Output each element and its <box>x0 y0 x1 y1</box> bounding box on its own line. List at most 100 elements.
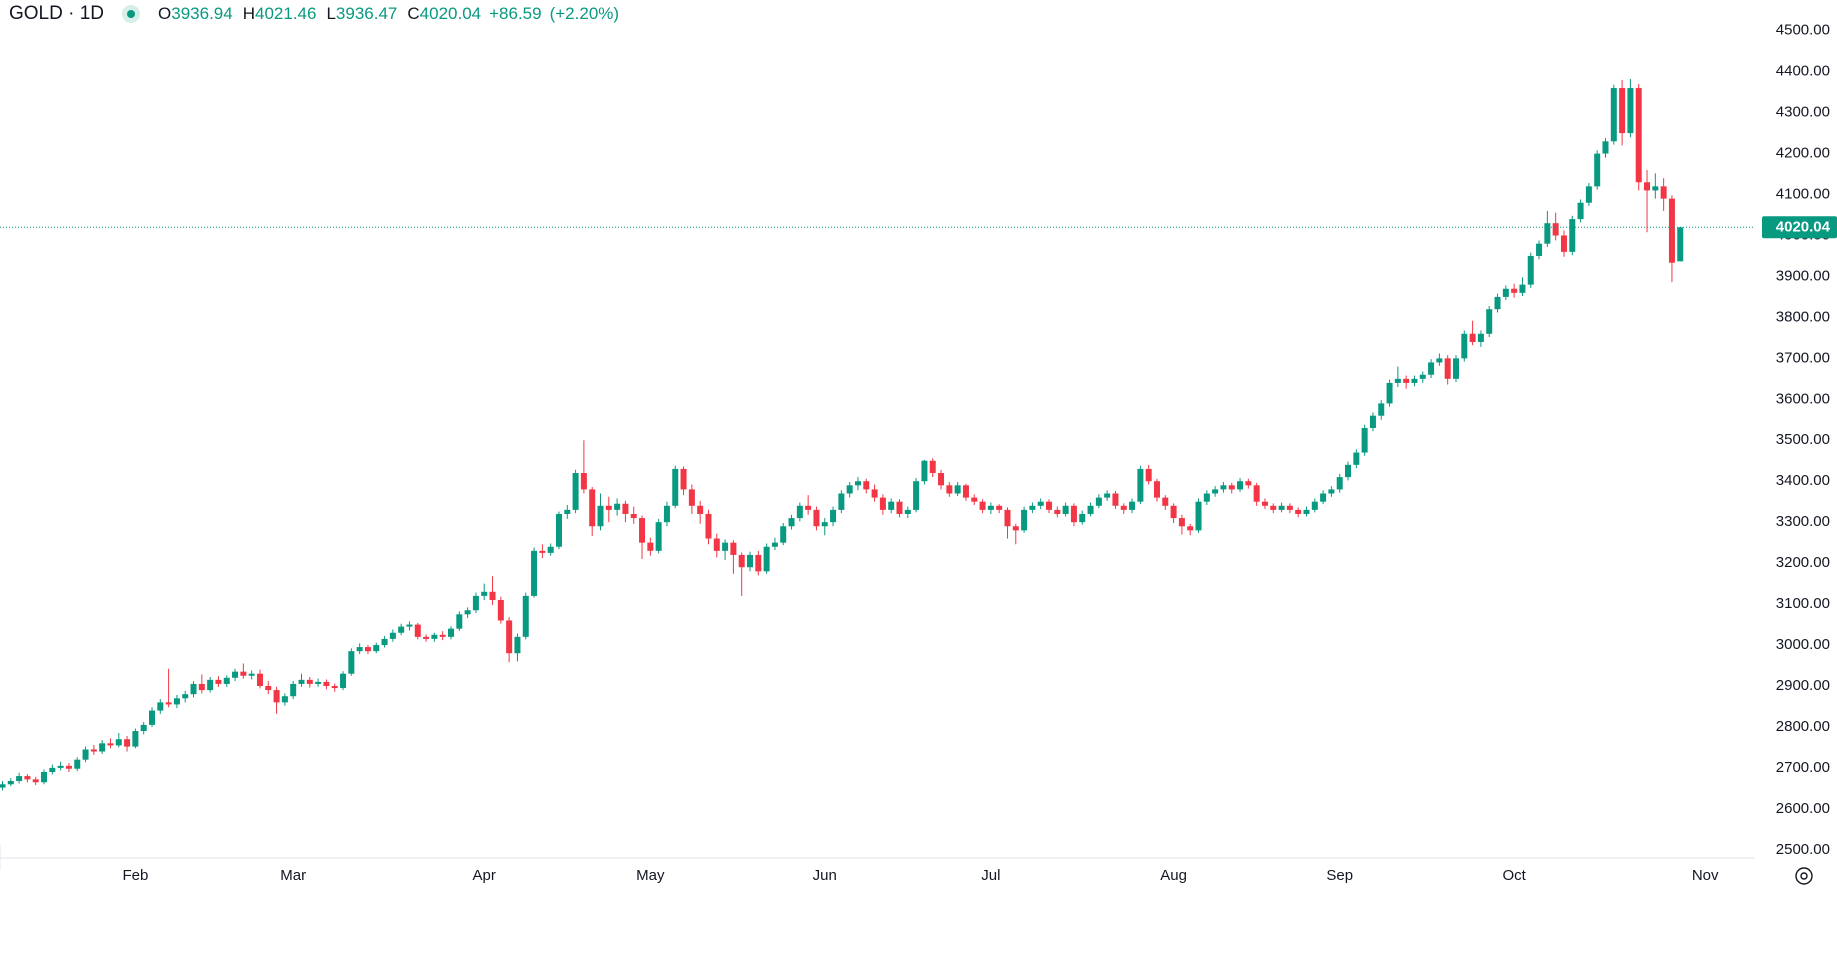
y-tick-label: 2500.00 <box>1776 841 1830 858</box>
candle-body <box>1037 501 1044 506</box>
candle-body <box>323 681 330 686</box>
close-label: C <box>407 4 420 23</box>
candle-body <box>680 468 687 490</box>
candle-body <box>414 624 421 637</box>
y-tick-label: 3200.00 <box>1776 554 1830 571</box>
y-tick-label: 3600.00 <box>1776 390 1830 407</box>
settings-icon[interactable] <box>1795 867 1813 885</box>
x-tick-label: Aug <box>1160 867 1187 884</box>
candle-body <box>888 501 895 510</box>
y-tick-label: 3000.00 <box>1776 636 1830 653</box>
candle-body <box>506 620 513 654</box>
candle-body <box>688 489 695 506</box>
y-tick-label: 4400.00 <box>1776 63 1830 80</box>
candle-body <box>747 554 754 568</box>
candle-body <box>946 485 953 494</box>
candle-body <box>572 473 579 510</box>
y-tick-label: 2600.00 <box>1776 800 1830 817</box>
candle-body <box>1295 509 1302 514</box>
candle-body <box>74 759 81 769</box>
candle-body <box>1544 223 1551 244</box>
x-tick-label: Apr <box>473 867 496 884</box>
candle-body <box>722 542 729 551</box>
candle-body <box>1153 481 1160 498</box>
candle-body <box>7 781 14 785</box>
candle-body <box>1527 255 1534 285</box>
candle-body <box>99 743 106 752</box>
low-value: 3936.47 <box>335 4 398 23</box>
candle-body <box>763 546 770 572</box>
candle-body <box>381 638 388 646</box>
candle-body <box>1336 477 1343 490</box>
candle-body <box>796 505 803 519</box>
candle-body <box>1261 501 1268 506</box>
candle-body <box>1627 88 1634 134</box>
candle-body <box>41 771 48 783</box>
candle-body <box>780 526 787 543</box>
candle-body <box>1411 378 1418 383</box>
candle-body <box>788 518 795 527</box>
candle-body <box>1594 153 1601 187</box>
candle-body <box>987 505 994 510</box>
candle-body <box>481 591 488 596</box>
candle-body <box>813 509 820 527</box>
candle-body <box>389 632 396 639</box>
candle-body <box>605 505 612 510</box>
candle-body <box>531 550 538 596</box>
candle-body <box>364 647 371 652</box>
candle-body <box>838 493 845 510</box>
candle-body <box>115 739 122 746</box>
candle-body <box>1403 378 1410 383</box>
candle-body <box>1178 518 1185 527</box>
candle-body <box>1345 464 1352 478</box>
change-value: +86.59 <box>489 4 542 23</box>
candle-body <box>472 595 479 611</box>
settings-gear-center[interactable] <box>1800 872 1808 880</box>
candle-body <box>614 503 621 510</box>
candle-body <box>821 522 828 527</box>
candle-body <box>879 497 886 510</box>
candle-body <box>165 702 172 705</box>
candle-body <box>1486 309 1493 334</box>
candle-body <box>1228 485 1235 490</box>
x-tick-label: Oct <box>1502 867 1526 884</box>
candle-body <box>298 679 305 684</box>
candle-body <box>996 505 1003 510</box>
candle-body <box>1436 358 1443 363</box>
candle-body <box>1104 493 1111 498</box>
candle-body <box>1444 358 1451 379</box>
candle-body <box>1461 333 1468 359</box>
change-percent: (+2.20%) <box>549 4 620 23</box>
candle-body <box>580 473 587 490</box>
candle-body <box>1054 509 1061 514</box>
settings-gear[interactable] <box>1795 867 1813 885</box>
candle-body <box>1012 526 1019 531</box>
symbol[interactable]: GOLD · 1D <box>9 3 105 24</box>
candle-body <box>1660 186 1667 199</box>
high-label: H <box>242 4 255 23</box>
candle-body <box>1668 198 1675 263</box>
candle-body <box>896 501 903 514</box>
candle-body <box>182 694 189 699</box>
candle-body <box>663 505 670 523</box>
candle-body <box>913 481 920 510</box>
candle-body <box>1079 513 1086 523</box>
y-tick-label: 4500.00 <box>1776 22 1830 39</box>
candle-body <box>331 685 338 689</box>
candle-body <box>1145 468 1152 482</box>
x-tick-label: May <box>636 867 665 884</box>
candle-body <box>1195 501 1202 531</box>
candle-body <box>198 683 205 691</box>
candle-body <box>24 776 31 780</box>
candle-body <box>1353 452 1360 465</box>
candle-body <box>979 501 986 510</box>
candle-body <box>1320 493 1327 502</box>
candle-body <box>647 542 654 551</box>
candle-body <box>871 489 878 498</box>
candle-body <box>929 460 936 474</box>
candle-body <box>215 679 222 684</box>
candle-body <box>1278 505 1285 510</box>
candle-body <box>547 546 554 553</box>
